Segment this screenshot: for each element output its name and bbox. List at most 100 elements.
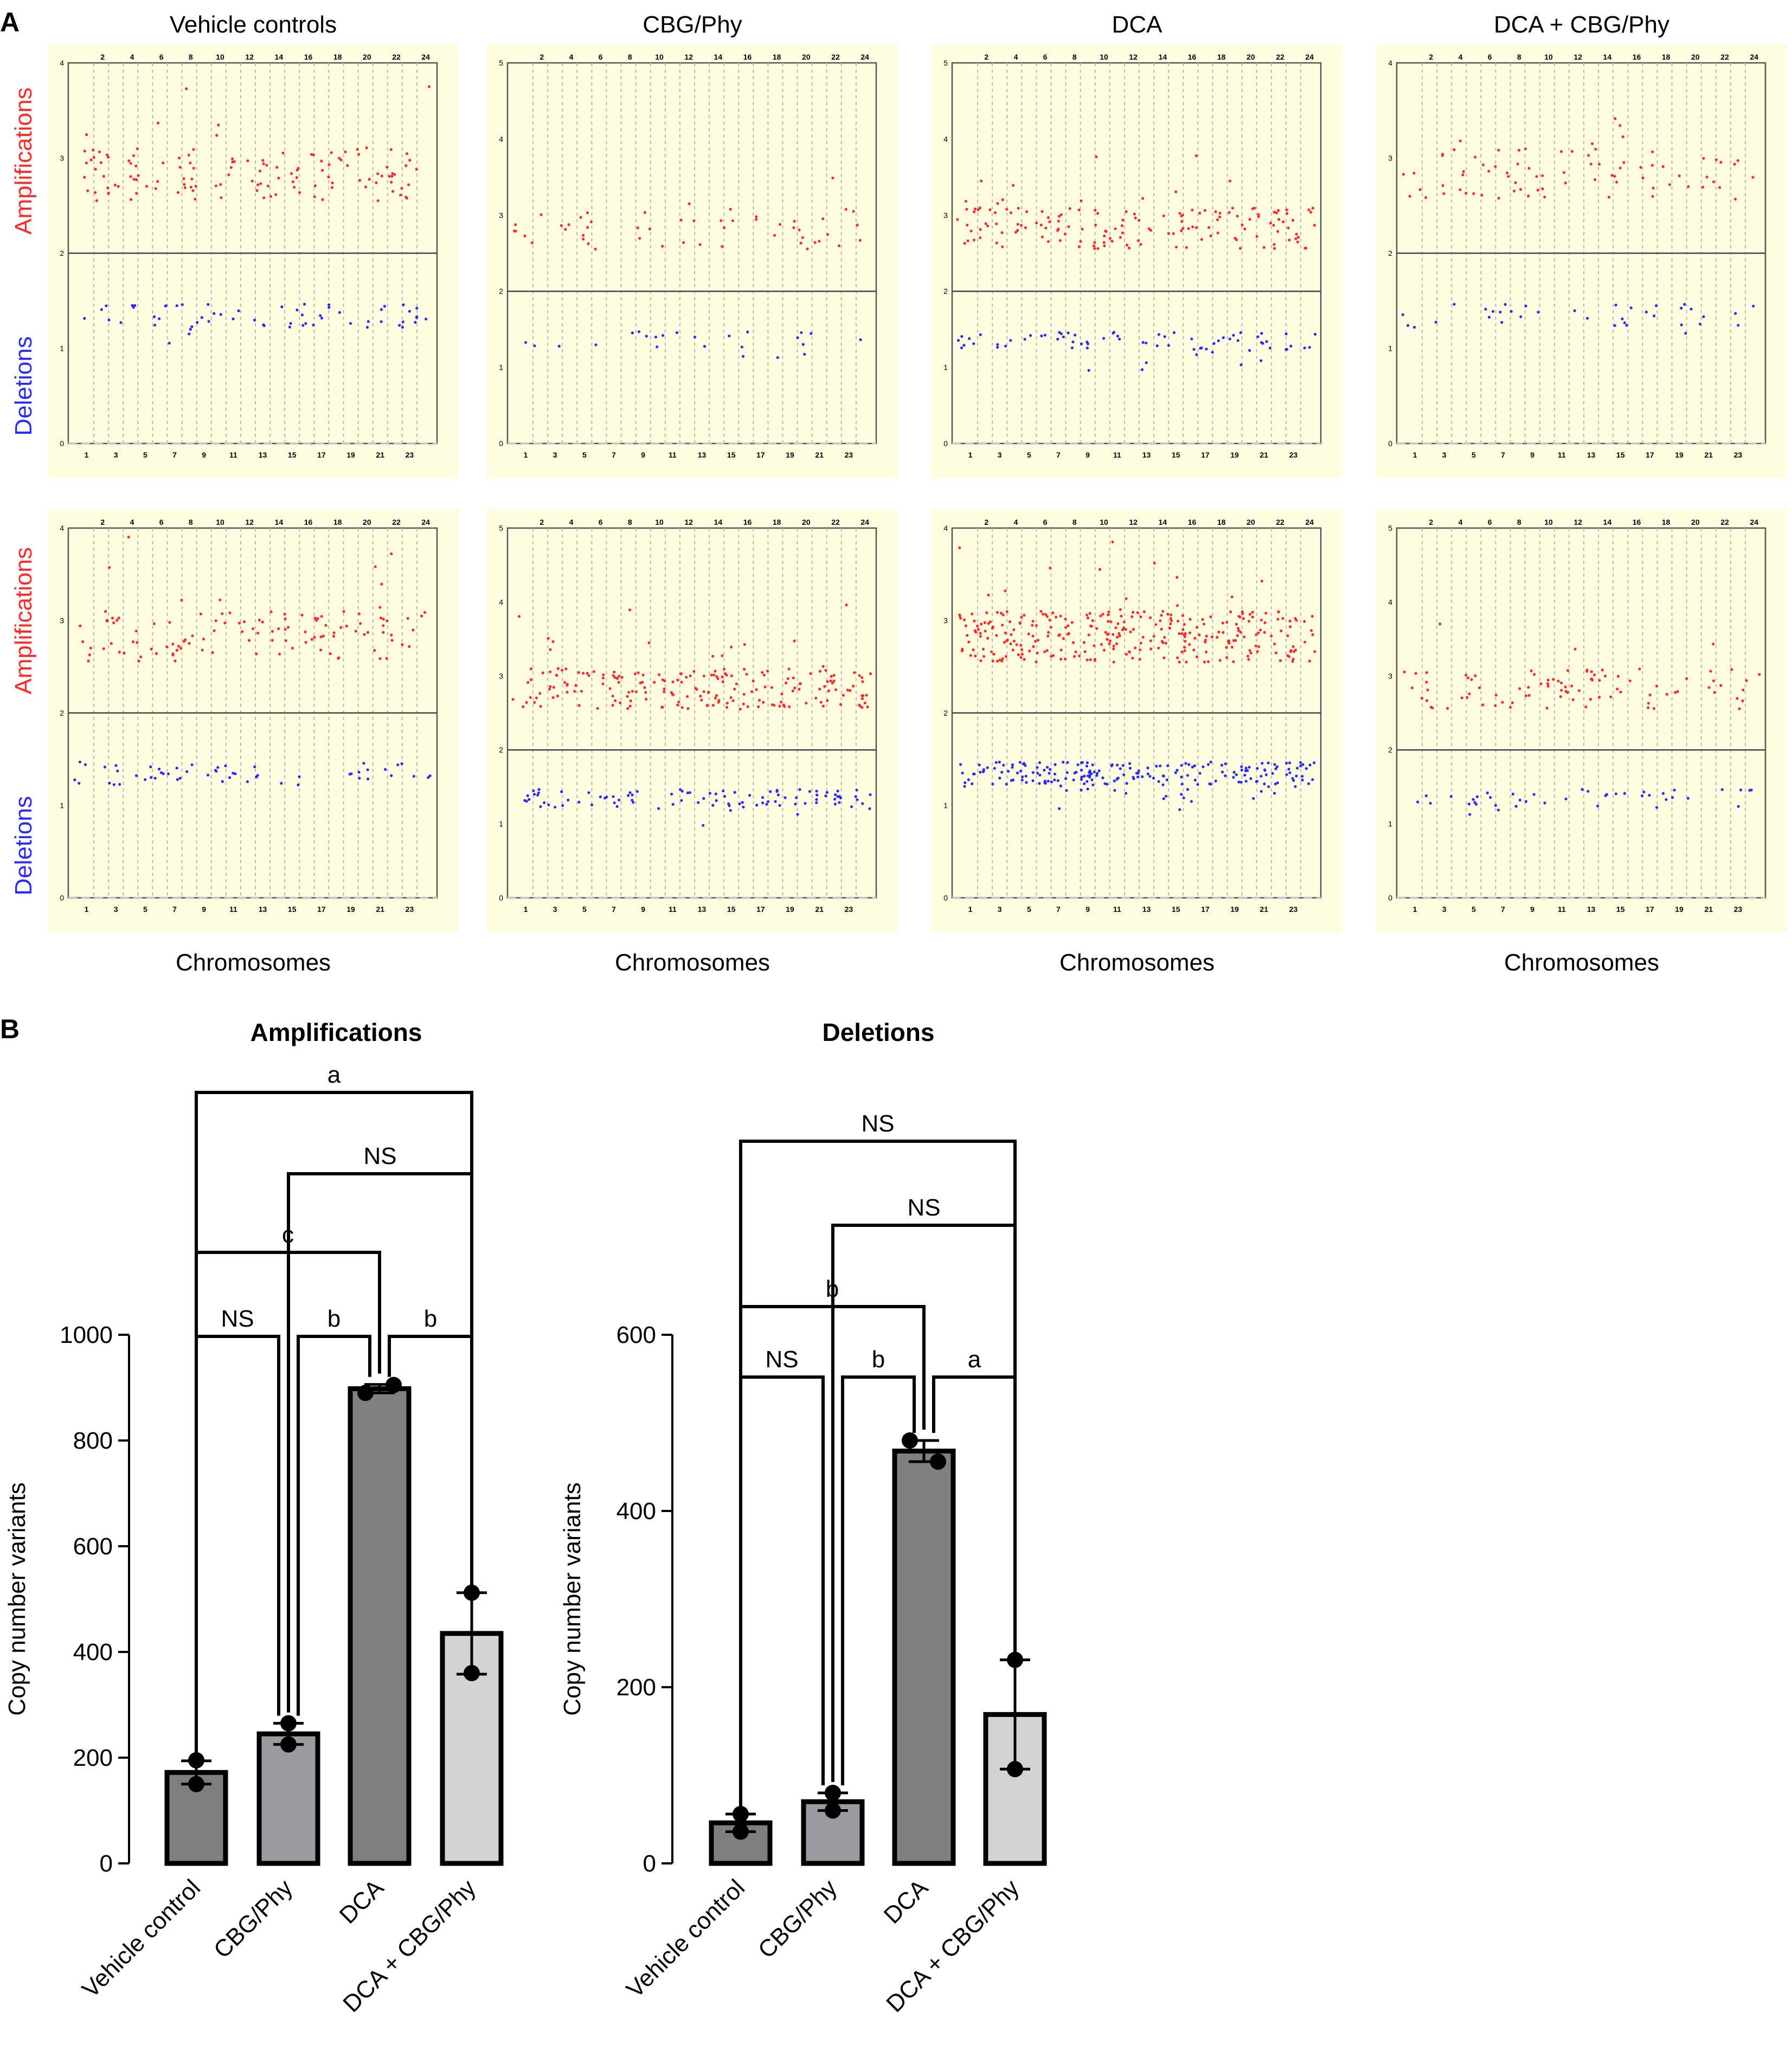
amplification-dot bbox=[990, 650, 993, 653]
amplification-dot bbox=[1571, 698, 1575, 702]
amplification-dot bbox=[1702, 157, 1705, 160]
deletion-dot bbox=[794, 802, 797, 806]
deletion-dot bbox=[537, 788, 541, 791]
amplification-dot bbox=[1059, 658, 1063, 661]
deletion-dot bbox=[298, 775, 301, 779]
bottom-axis-tick: 19 bbox=[1230, 451, 1239, 459]
deletion-dot bbox=[742, 806, 745, 809]
bottom-axis-tick: 21 bbox=[815, 451, 824, 459]
amplification-dot bbox=[721, 680, 724, 684]
amplification-dot bbox=[644, 691, 647, 694]
y-axis-tick: 2 bbox=[499, 287, 503, 295]
bottom-axis-tick: 11 bbox=[1113, 451, 1121, 459]
deletion-dot bbox=[767, 800, 770, 803]
top-axis-tick: 14 bbox=[714, 518, 723, 526]
deletion-dot bbox=[1680, 306, 1683, 310]
amplification-dot bbox=[298, 191, 301, 194]
bar bbox=[892, 1449, 956, 1866]
amplification-dot bbox=[1651, 195, 1654, 198]
amplification-dot bbox=[973, 207, 977, 211]
amplification-dot bbox=[770, 703, 774, 706]
amplification-dot bbox=[271, 639, 274, 642]
amplification-dot bbox=[327, 163, 331, 166]
deletion-dot bbox=[1124, 792, 1128, 795]
amplification-dot bbox=[1016, 229, 1019, 232]
amplification-dot bbox=[1020, 653, 1024, 656]
amplification-dot bbox=[191, 189, 195, 192]
deletion-dot bbox=[1596, 805, 1600, 808]
amplification-dot bbox=[127, 159, 131, 163]
deletion-dot bbox=[1499, 311, 1502, 314]
deletion-dot bbox=[1581, 788, 1584, 791]
deletion-dot bbox=[702, 797, 705, 800]
top-axis-tick: 22 bbox=[392, 518, 401, 526]
y-axis-tick: 2 bbox=[1388, 745, 1392, 754]
deletion-dot bbox=[1524, 304, 1527, 308]
deletion-dot bbox=[834, 793, 837, 796]
deletion-dot bbox=[1049, 768, 1052, 771]
amplification-dot bbox=[750, 690, 754, 693]
bottom-axis-tick: 19 bbox=[1675, 905, 1684, 914]
deletion-dot bbox=[1475, 795, 1479, 799]
deletion-dot bbox=[960, 335, 964, 338]
amplification-dot bbox=[834, 688, 838, 691]
deletion-dot bbox=[1268, 346, 1272, 350]
amplification-dot bbox=[1277, 218, 1281, 221]
bottom-axis-tick: 11 bbox=[1113, 905, 1121, 914]
amplification-dot bbox=[1172, 232, 1175, 235]
significance-bracket bbox=[297, 1335, 371, 1716]
amplification-dot bbox=[1652, 187, 1655, 190]
significance-label: a bbox=[327, 1062, 341, 1088]
amplification-dot bbox=[1124, 628, 1127, 631]
deletion-dot bbox=[1080, 775, 1083, 779]
amplification-dot bbox=[735, 682, 738, 686]
deletion-dot bbox=[1510, 310, 1513, 313]
amplification-dot bbox=[115, 619, 119, 622]
amplification-dot bbox=[95, 199, 99, 202]
deletion-dot bbox=[1244, 769, 1248, 773]
amplification-dot bbox=[1019, 655, 1023, 659]
amplification-dot bbox=[986, 636, 990, 640]
amplification-dot bbox=[987, 594, 990, 597]
amplification-dot bbox=[551, 696, 555, 699]
deletion-dot bbox=[1274, 767, 1277, 770]
amplification-dot bbox=[1248, 218, 1251, 221]
deletion-dot bbox=[1110, 763, 1114, 767]
deletion-dot bbox=[1040, 335, 1043, 338]
deletion-dot bbox=[979, 770, 982, 774]
deletion-dot bbox=[654, 336, 658, 339]
top-axis-tick: 2 bbox=[984, 53, 988, 61]
amplification-dot bbox=[1259, 628, 1262, 632]
amplification-dot bbox=[365, 146, 368, 150]
amplification-dot bbox=[996, 202, 999, 205]
bottom-axis-tick: 5 bbox=[582, 905, 587, 914]
amplification-dot bbox=[637, 671, 640, 674]
bottom-axis-tick: 23 bbox=[1734, 451, 1743, 459]
deletion-dot bbox=[116, 769, 119, 773]
amplification-dot bbox=[1616, 687, 1619, 691]
deletion-dot bbox=[207, 320, 210, 323]
deletion-dot bbox=[1101, 776, 1104, 780]
amplification-dot bbox=[237, 621, 241, 625]
amplification-dot bbox=[1309, 210, 1313, 214]
amplification-dot bbox=[132, 178, 136, 181]
amplification-dot bbox=[1585, 668, 1589, 672]
amplification-dot bbox=[1241, 223, 1244, 227]
deletion-dot bbox=[73, 778, 76, 782]
amplification-dot bbox=[1441, 184, 1444, 187]
bottom-axis-tick: 7 bbox=[1056, 451, 1061, 459]
bottom-axis-tick: 13 bbox=[259, 451, 267, 459]
deletion-dot bbox=[215, 769, 218, 773]
deletion-dot bbox=[1629, 306, 1633, 310]
deletion-dot bbox=[1000, 770, 1004, 774]
amplification-dot bbox=[995, 634, 998, 637]
deletion-dot bbox=[1113, 789, 1116, 792]
amplification-dot bbox=[1676, 690, 1679, 693]
deletion-dot bbox=[1621, 317, 1624, 320]
deletion-dot bbox=[414, 320, 417, 324]
amplification-dot bbox=[1127, 650, 1131, 653]
x-category-label: DCA bbox=[335, 1874, 389, 1929]
amplification-dot bbox=[211, 651, 214, 654]
top-axis-tick: 4 bbox=[1014, 53, 1018, 61]
amplification-dot bbox=[262, 196, 266, 200]
